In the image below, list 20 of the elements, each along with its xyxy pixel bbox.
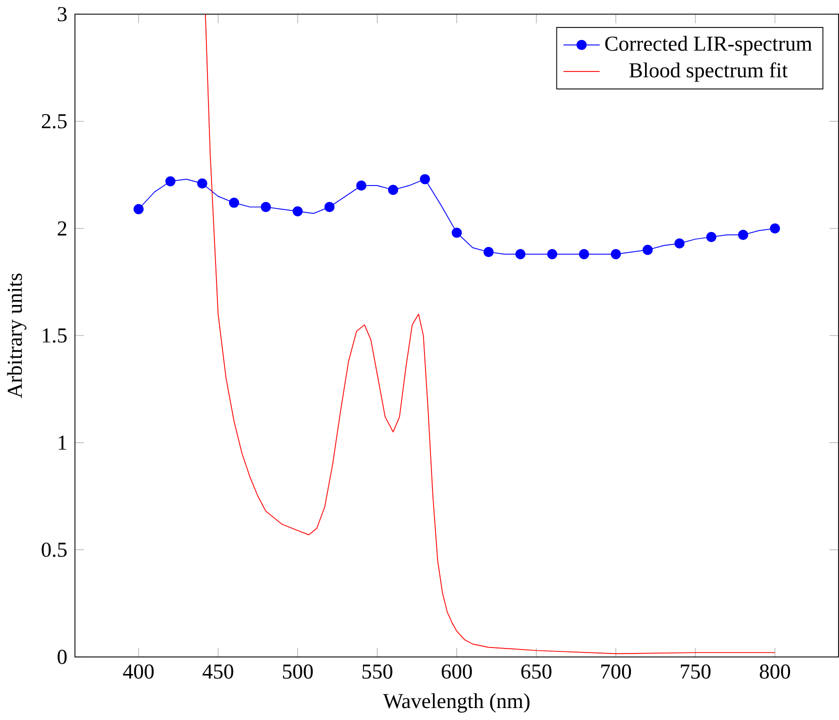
x-axis-title: Wavelength (nm) xyxy=(383,693,530,713)
x-tick-label: 650 xyxy=(521,664,552,679)
y-tick-label: 1.5 xyxy=(42,328,67,343)
legend-label: Blood spectrum fit xyxy=(629,62,788,82)
legend-label: Corrected LIR-spectrum xyxy=(605,36,812,56)
x-tick-label: 600 xyxy=(442,664,472,679)
x-tick-label: 750 xyxy=(680,664,711,679)
x-tick-label: 800 xyxy=(760,664,790,679)
y-axis-title: Arbitrary units xyxy=(7,274,26,398)
x-tick-label: 400 xyxy=(123,664,154,679)
x-tick-label: 700 xyxy=(601,664,631,679)
y-tick-label: 0.5 xyxy=(42,542,67,558)
y-tick-label: 3 xyxy=(58,7,67,22)
y-tick-label: 1 xyxy=(58,436,66,450)
x-tick-label: 500 xyxy=(282,664,313,679)
x-tick-label: 550 xyxy=(362,664,392,679)
y-tick-label: 2.5 xyxy=(42,114,67,129)
y-tick-label: 0 xyxy=(58,650,67,664)
x-tick-label: 450 xyxy=(202,664,234,679)
y-tick-label: 2 xyxy=(58,222,66,236)
